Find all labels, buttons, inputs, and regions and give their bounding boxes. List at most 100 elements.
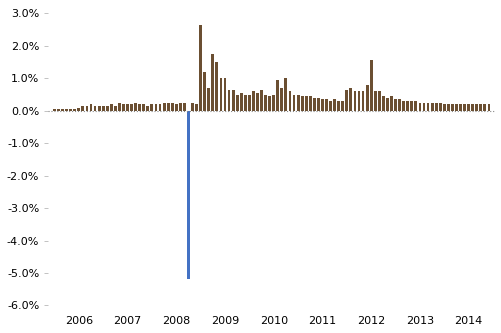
Bar (312, 98, 315, 111)
Bar (61, 109, 64, 111)
Bar (333, 100, 335, 111)
Bar (252, 91, 255, 111)
Bar (150, 104, 153, 111)
Bar (478, 104, 481, 111)
Bar (187, 111, 189, 279)
Bar (418, 103, 420, 111)
Bar (450, 104, 453, 111)
Bar (158, 104, 161, 111)
Bar (211, 54, 214, 111)
Bar (138, 104, 141, 111)
Bar (426, 103, 429, 111)
Bar (146, 106, 149, 111)
Bar (191, 103, 193, 111)
Bar (288, 91, 291, 111)
Bar (442, 104, 445, 111)
Bar (300, 96, 303, 111)
Bar (345, 90, 348, 111)
Bar (134, 103, 137, 111)
Bar (223, 78, 226, 111)
Bar (454, 104, 457, 111)
Bar (409, 101, 412, 111)
Bar (414, 101, 416, 111)
Bar (199, 25, 202, 111)
Bar (369, 61, 372, 111)
Bar (325, 100, 327, 111)
Bar (227, 90, 230, 111)
Bar (405, 101, 408, 111)
Bar (397, 100, 400, 111)
Bar (195, 104, 197, 111)
Bar (239, 93, 242, 111)
Bar (482, 104, 485, 111)
Bar (446, 104, 449, 111)
Bar (268, 96, 271, 111)
Bar (304, 96, 307, 111)
Bar (462, 104, 465, 111)
Bar (292, 95, 295, 111)
Bar (235, 95, 238, 111)
Bar (272, 95, 275, 111)
Bar (284, 78, 287, 111)
Bar (341, 101, 344, 111)
Bar (162, 103, 165, 111)
Bar (154, 104, 157, 111)
Bar (247, 95, 250, 111)
Bar (174, 104, 177, 111)
Bar (385, 98, 388, 111)
Bar (434, 103, 437, 111)
Bar (458, 104, 461, 111)
Bar (357, 91, 360, 111)
Bar (170, 103, 173, 111)
Bar (296, 95, 299, 111)
Bar (94, 106, 96, 111)
Bar (89, 104, 92, 111)
Bar (337, 101, 340, 111)
Bar (126, 104, 129, 111)
Bar (243, 95, 246, 111)
Bar (65, 109, 68, 111)
Bar (321, 100, 323, 111)
Bar (130, 104, 133, 111)
Bar (256, 93, 259, 111)
Bar (85, 106, 88, 111)
Bar (422, 103, 424, 111)
Bar (377, 91, 380, 111)
Bar (110, 104, 113, 111)
Bar (260, 90, 263, 111)
Bar (353, 91, 356, 111)
Bar (219, 78, 222, 111)
Bar (373, 91, 376, 111)
Bar (308, 96, 311, 111)
Bar (264, 95, 267, 111)
Bar (280, 88, 283, 111)
Bar (122, 104, 125, 111)
Bar (207, 88, 210, 111)
Bar (98, 106, 100, 111)
Bar (438, 103, 441, 111)
Bar (393, 100, 396, 111)
Bar (466, 104, 469, 111)
Bar (166, 103, 169, 111)
Bar (381, 96, 384, 111)
Bar (53, 109, 56, 111)
Bar (118, 103, 121, 111)
Bar (73, 109, 76, 111)
Bar (106, 106, 108, 111)
Bar (430, 103, 433, 111)
Bar (316, 98, 319, 111)
Bar (401, 101, 404, 111)
Bar (486, 104, 489, 111)
Bar (474, 104, 477, 111)
Bar (182, 103, 185, 111)
Bar (276, 80, 279, 111)
Bar (57, 109, 60, 111)
Bar (102, 106, 104, 111)
Bar (231, 90, 234, 111)
Bar (329, 101, 331, 111)
Bar (215, 62, 218, 111)
Bar (69, 109, 72, 111)
Bar (361, 91, 364, 111)
Bar (389, 96, 392, 111)
Bar (81, 106, 84, 111)
